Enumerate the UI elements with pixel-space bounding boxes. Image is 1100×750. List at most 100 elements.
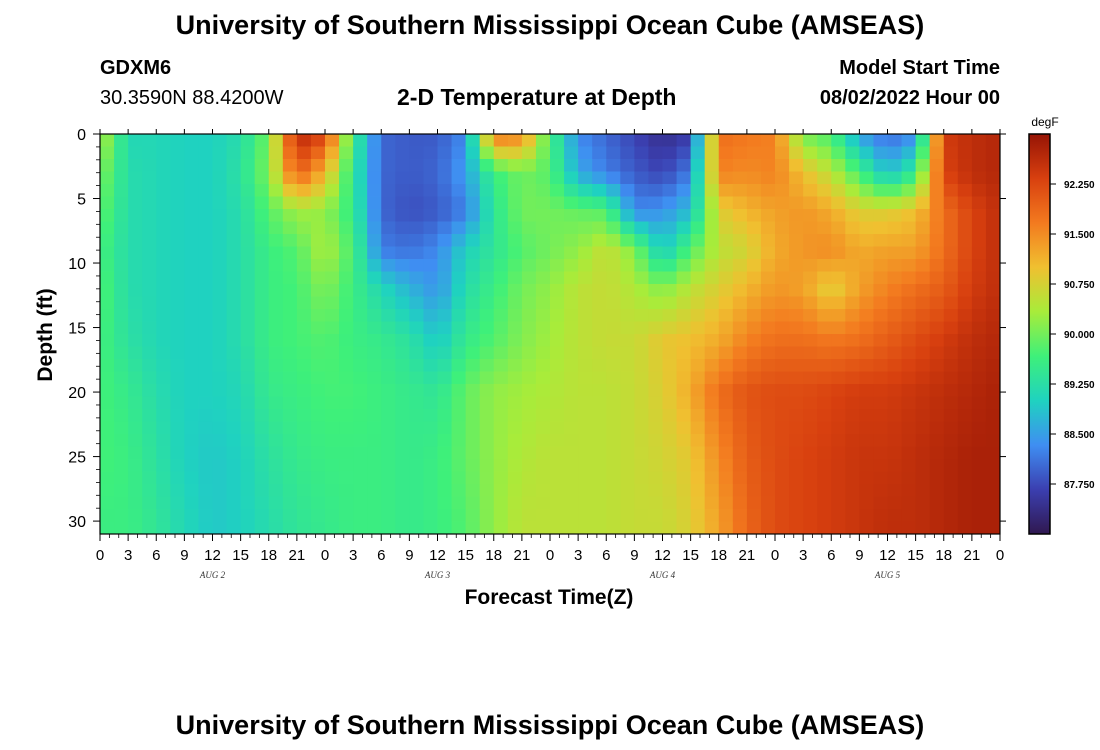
heatmap-cell — [648, 496, 664, 510]
heatmap-cell — [845, 184, 860, 198]
heatmap-cell — [634, 284, 650, 298]
heatmap-cell — [423, 209, 439, 223]
heatmap-cell — [985, 184, 1000, 198]
heatmap-cell — [381, 459, 396, 473]
heatmap-cell — [282, 409, 298, 423]
heatmap-cell — [929, 521, 945, 534]
heatmap-cell — [114, 309, 129, 323]
heatmap-cell — [775, 321, 790, 335]
heatmap-cell — [507, 259, 523, 273]
heatmap-cell — [325, 184, 340, 198]
heatmap-cell — [339, 346, 354, 360]
heatmap-cell — [465, 196, 481, 210]
heatmap-cell — [437, 196, 453, 210]
heatmap-cell — [409, 371, 425, 385]
heatmap-cell — [831, 346, 846, 360]
heatmap-cell — [859, 309, 875, 323]
heatmap-cell — [212, 371, 228, 385]
heatmap-cell — [775, 196, 790, 210]
heatmap-cell — [901, 309, 917, 323]
heatmap-cell — [268, 309, 284, 323]
heatmap-cell — [198, 221, 214, 235]
heatmap-cell — [760, 309, 776, 323]
heatmap-cell — [873, 146, 889, 160]
heatmap-cell — [873, 246, 889, 260]
heatmap-cell — [240, 234, 256, 248]
heatmap-cell — [100, 509, 115, 523]
heatmap-cell — [789, 334, 804, 348]
heatmap-cell — [746, 346, 762, 360]
heatmap-cell — [493, 259, 509, 273]
heatmap-cell — [325, 209, 340, 223]
heatmap-cell — [128, 296, 143, 310]
heatmap-cell — [226, 334, 242, 348]
heatmap-cell — [437, 171, 453, 185]
heatmap-cell — [268, 521, 284, 534]
heatmap-cell — [521, 246, 537, 260]
heatmap-cell — [423, 459, 439, 473]
heatmap-cell — [226, 221, 242, 235]
heatmap-cell — [620, 196, 635, 210]
heatmap-cell — [142, 359, 157, 373]
heatmap-cell — [803, 284, 818, 298]
heatmap-cell — [943, 509, 959, 523]
heatmap-cell — [409, 521, 425, 534]
heatmap-cell — [901, 484, 917, 498]
heatmap-cell — [971, 521, 987, 534]
heatmap-cell — [184, 246, 200, 260]
heatmap-cell — [226, 434, 242, 448]
heatmap-cell — [564, 384, 579, 398]
heatmap-cell — [493, 134, 509, 148]
heatmap-cell — [409, 446, 425, 460]
heatmap-cell — [437, 246, 453, 260]
heatmap-cell — [367, 334, 382, 348]
heatmap-cell — [606, 409, 621, 423]
heatmap-cell — [901, 496, 917, 510]
heatmap-cell — [268, 434, 284, 448]
heatmap-cell — [535, 359, 551, 373]
heatmap-cell — [718, 221, 734, 235]
heatmap-cell — [929, 371, 945, 385]
heatmap-cell — [957, 346, 973, 360]
heatmap-cell — [128, 159, 143, 173]
heatmap-cell — [128, 384, 143, 398]
heatmap-cell — [156, 246, 171, 260]
heatmap-cell — [451, 359, 467, 373]
heatmap-cell — [296, 259, 312, 273]
heatmap-cell — [887, 521, 903, 534]
heatmap-cell — [634, 409, 650, 423]
heatmap-cell — [676, 134, 692, 148]
heatmap-cell — [465, 246, 481, 260]
heatmap-cell — [690, 209, 706, 223]
heatmap-cell — [465, 384, 481, 398]
heatmap-cell — [451, 384, 467, 398]
heatmap-cell — [310, 234, 326, 248]
heatmap-cell — [592, 459, 607, 473]
heatmap-cell — [676, 209, 692, 223]
heatmap-cell — [648, 321, 664, 335]
heatmap-cell — [690, 284, 706, 298]
heatmap-cell — [775, 484, 790, 498]
heatmap-cell — [718, 321, 734, 335]
x-tick-label: 15 — [682, 547, 699, 564]
heatmap-cell — [198, 234, 214, 248]
heatmap-cell — [971, 446, 987, 460]
heatmap-cell — [592, 171, 607, 185]
heatmap-cell — [381, 496, 396, 510]
heatmap-cell — [929, 496, 945, 510]
heatmap-cell — [535, 521, 551, 534]
heatmap-cell — [564, 396, 579, 410]
heatmap-cell — [929, 284, 945, 298]
heatmap-cell — [845, 246, 860, 260]
colorbar-tick-label: 92.250 — [1064, 180, 1095, 191]
heatmap-cell — [156, 321, 171, 335]
heatmap-cell — [240, 134, 256, 148]
heatmap-cell — [226, 359, 242, 373]
heatmap-cell — [226, 459, 242, 473]
heatmap-cell — [718, 184, 734, 198]
heatmap-cell — [240, 409, 256, 423]
heatmap-cell — [409, 246, 425, 260]
heatmap-cell — [746, 284, 762, 298]
heatmap-cell — [620, 159, 635, 173]
heatmap-cell — [367, 296, 382, 310]
